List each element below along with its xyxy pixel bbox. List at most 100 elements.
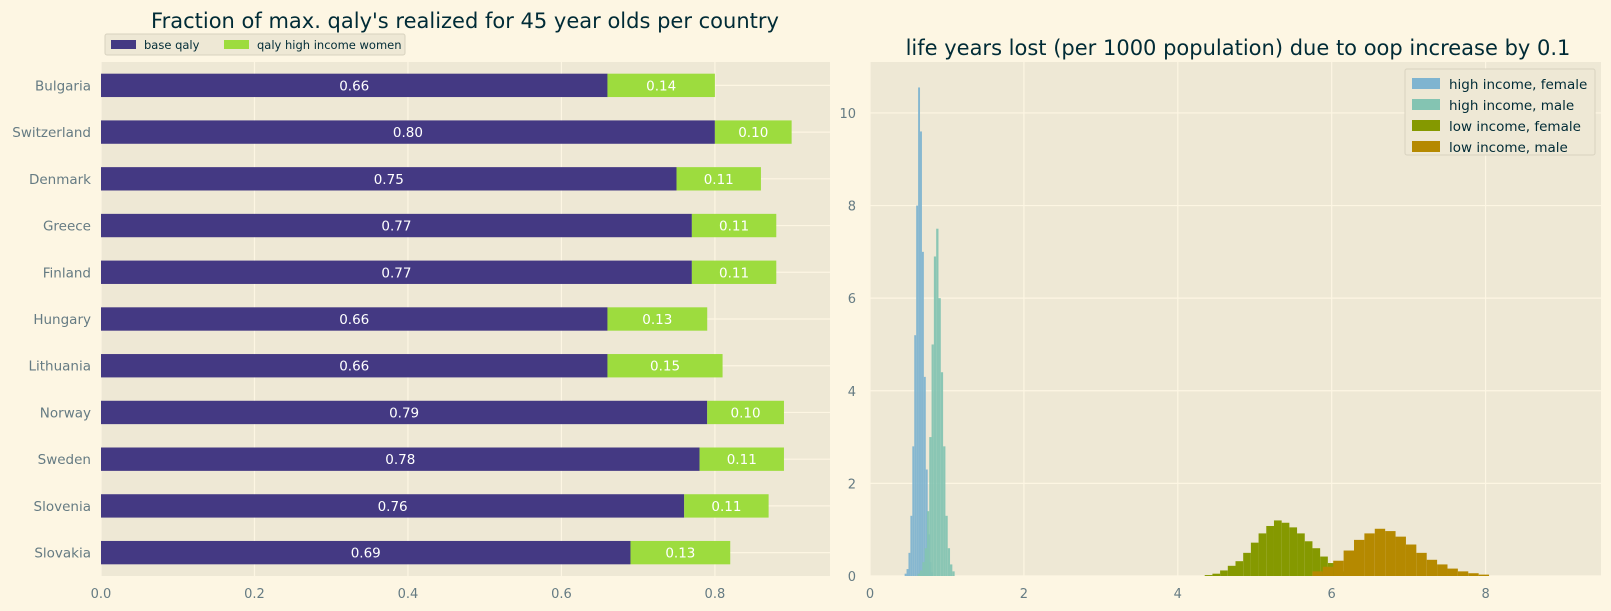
bar-country-label: Slovakia — [34, 546, 91, 562]
bar-chart-title: Fraction of max. qaly's realized for 45 … — [151, 9, 779, 33]
hist-bin-low-income-male — [1322, 566, 1334, 576]
legend-swatch-qaly-high-income-women — [224, 40, 249, 49]
bar-segment-qaly-high-income-women — [676, 167, 761, 191]
bar-value-label: 0.11 — [727, 452, 757, 468]
hist-y-tick-label: 0 — [848, 570, 856, 585]
hist-bin-low-income-male — [1478, 574, 1490, 576]
bar-segment-qaly-high-income-women — [699, 447, 784, 471]
hist-bin-low-income-male — [1437, 564, 1448, 576]
bar-segment-qaly-high-income-women — [607, 354, 723, 378]
hist-bin-high-income-female — [921, 251, 924, 577]
bar-segment-base-qaly — [101, 120, 715, 144]
histogram-legend: high income, female high income, male low … — [1404, 68, 1596, 156]
bar-chart-country-labels: Bulgaria Switzerland Denmark Greece Finland H… — [12, 78, 91, 561]
legend-low-income-male-label: low income, male — [1449, 140, 1568, 156]
hist-bin-low-income-male — [1343, 550, 1354, 576]
hist-bin-low-income-male — [1405, 544, 1417, 576]
bar-chart-legend: base qaly qaly high income women — [104, 33, 406, 56]
hist-bin-low-income-male — [1364, 533, 1375, 576]
bar-value-label: 0.66 — [339, 78, 369, 94]
hist-bin-high-income-female — [923, 376, 926, 576]
hist-x-tick-label: 4 — [1174, 587, 1182, 602]
bar-value-label: 0.76 — [378, 499, 408, 515]
hist-bin-low-income-female — [1258, 533, 1267, 576]
bar-value-label: 0.78 — [385, 452, 415, 468]
bar-segment-qaly-high-income-women — [691, 260, 777, 284]
hist-bin-high-income-male — [917, 573, 921, 576]
legend-high-income-male-label: high income, male — [1449, 98, 1574, 114]
bar-country-label: Bulgaria — [35, 78, 91, 94]
hist-bin-high-income-male — [933, 256, 937, 576]
hist-bin-high-income-female — [912, 446, 915, 576]
hist-bin-low-income-male — [1333, 560, 1344, 576]
hist-bin-high-income-male — [945, 515, 948, 576]
bar-value-label: 0.11 — [719, 219, 749, 235]
hist-bin-low-income-male — [1374, 528, 1386, 576]
bar-value-label: 0.13 — [642, 312, 672, 328]
hist-y-tick-label: 10 — [839, 107, 856, 122]
bar-segment-base-qaly — [101, 494, 685, 518]
bar-segment-base-qaly — [101, 167, 677, 191]
hist-bin-high-income-male — [922, 562, 925, 576]
bar-country-label: Hungary — [33, 312, 91, 328]
bar-country-label: Switzerland — [12, 125, 91, 141]
hist-bin-low-income-male — [1468, 573, 1479, 576]
hist-bin-low-income-male — [1457, 571, 1469, 576]
hist-bin-low-income-female — [1281, 522, 1290, 576]
hist-x-tick-label: 0 — [866, 587, 874, 602]
hist-bin-high-income-male — [931, 344, 934, 576]
bar-value-label: 0.10 — [738, 125, 768, 141]
hist-bin-low-income-female — [1320, 556, 1328, 576]
hist-y-tick-label: 8 — [848, 200, 856, 215]
bar-legend-frame — [104, 33, 406, 56]
hist-bin-low-income-male — [1416, 552, 1427, 576]
histogram-x-ticks: 0 2 4 6 8 — [866, 587, 1490, 602]
hist-y-tick-label: 2 — [848, 477, 856, 492]
legend-high-income-female-swatch — [1412, 78, 1440, 89]
bar-country-label: Norway — [40, 405, 91, 421]
bar-value-label: 0.66 — [339, 312, 369, 328]
hist-bin-high-income-male — [947, 548, 951, 576]
hist-bin-low-income-female — [1220, 570, 1228, 576]
hist-bin-high-income-male — [926, 511, 930, 576]
legend-low-income-female-label: low income, female — [1449, 119, 1581, 135]
bar-value-label: 0.10 — [731, 405, 761, 421]
bar-segment-base-qaly — [101, 354, 608, 378]
bar-chart-x-ticks: 0.0 0.2 0.4 0.6 0.8 — [91, 587, 726, 602]
bar-country-label: Lithuania — [28, 359, 91, 375]
hist-bin-low-income-female — [1243, 552, 1251, 576]
hist-bin-high-income-male — [950, 564, 953, 576]
hist-bin-high-income-male — [952, 571, 955, 576]
bar-value-label: 0.15 — [650, 359, 680, 375]
bar-segment-base-qaly — [101, 400, 708, 425]
bar-x-tick-label: 0.6 — [551, 587, 572, 602]
hist-bin-high-income-female — [925, 469, 928, 576]
hist-bin-low-income-male — [1447, 568, 1458, 576]
hist-bin-low-income-female — [1297, 533, 1305, 576]
hist-x-tick-label: 6 — [1328, 587, 1336, 602]
hist-bin-low-income-female — [1266, 525, 1274, 576]
stacked-bar-chart: Fraction of max. qaly's realized for 45 … — [12, 9, 830, 602]
hist-bin-low-income-male — [1353, 539, 1365, 576]
hist-bin-low-income-female — [1212, 573, 1221, 576]
hist-bin-high-income-male — [920, 570, 923, 576]
legend-low-income-female-swatch — [1412, 120, 1440, 131]
bar-value-label: 0.77 — [381, 265, 411, 281]
bar-segment-base-qaly — [101, 73, 608, 98]
bar-country-label: Sweden — [38, 452, 91, 468]
bar-segment-qaly-high-income-women — [607, 307, 708, 331]
bar-value-label: 0.13 — [665, 546, 695, 562]
hist-x-tick-label: 2 — [1020, 587, 1028, 602]
bar-segment-qaly-high-income-women — [684, 494, 769, 518]
bar-value-label: 0.69 — [351, 546, 381, 562]
bar-segment-base-qaly — [101, 447, 700, 471]
hist-bin-high-income-female — [918, 87, 921, 576]
legend-label-base-qaly: base qaly — [144, 38, 200, 52]
bar-value-label: 0.11 — [719, 265, 749, 281]
bar-country-label: Greece — [43, 219, 91, 235]
bar-segment-base-qaly — [101, 213, 692, 238]
bar-value-label: 0.80 — [393, 125, 423, 141]
hist-bin-high-income-male — [938, 298, 941, 576]
bar-x-tick-label: 0.4 — [398, 587, 419, 602]
bar-value-label: 0.11 — [704, 172, 734, 188]
